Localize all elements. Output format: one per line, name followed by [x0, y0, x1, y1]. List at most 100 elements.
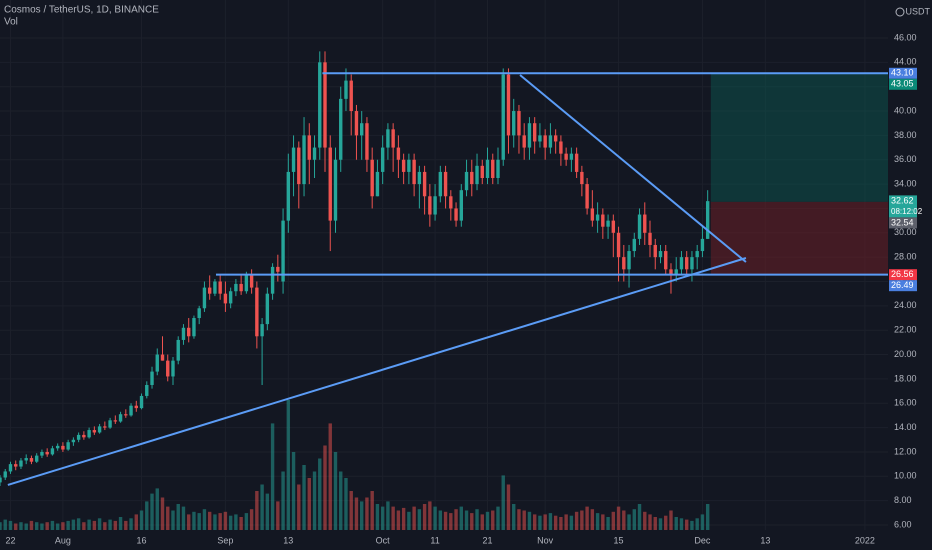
volume-bar	[674, 517, 678, 530]
candle-body	[29, 458, 34, 462]
volume-bar	[386, 501, 390, 530]
volume-bar	[160, 497, 165, 530]
candle-body	[611, 220, 616, 233]
volume-bar	[417, 509, 422, 530]
candle-body	[113, 420, 118, 422]
drawings	[7, 72, 888, 486]
candle-body	[422, 171, 427, 197]
candle-body	[129, 405, 133, 416]
volume-bar	[506, 484, 511, 530]
x-tick-label: Oct	[376, 535, 391, 545]
candle-body	[55, 445, 60, 449]
candle-body	[312, 147, 317, 160]
candle-body	[349, 80, 353, 112]
volume-bar	[150, 493, 154, 530]
y-tick-label: 20.00	[894, 349, 917, 359]
x-tick-label: 22	[5, 535, 15, 545]
time-axis	[0, 530, 932, 550]
candle-body	[664, 251, 668, 270]
volume-bar	[155, 488, 159, 530]
candle-body	[24, 458, 28, 461]
y-tick-label: 10.00	[894, 471, 917, 481]
volume-bar	[543, 514, 547, 530]
volume-bar	[454, 509, 458, 530]
candle-body	[569, 153, 574, 160]
volume-bar	[658, 518, 663, 530]
price-label-box	[889, 78, 917, 90]
candle-body	[674, 269, 678, 276]
candle-body	[506, 74, 511, 136]
x-tick-label: Sep	[217, 535, 233, 545]
volume-bar	[312, 471, 317, 530]
volume-bar	[695, 518, 699, 530]
candle-body	[249, 275, 254, 288]
y-tick-label: 44.00	[894, 57, 917, 67]
x-tick-label: Aug	[55, 535, 71, 545]
y-tick-label: 16.00	[894, 398, 917, 408]
y-tick-label: 28.00	[894, 252, 917, 262]
candle-body	[160, 354, 165, 361]
y-tick-label: 38.00	[894, 130, 917, 140]
volume-bar	[569, 515, 574, 530]
candle-body	[124, 414, 128, 416]
candle-body	[97, 426, 102, 433]
candle-body	[255, 287, 259, 337]
candle-body	[302, 135, 306, 185]
stop-zone	[710, 201, 888, 275]
candle-body	[14, 464, 18, 467]
volume-bar	[8, 520, 13, 530]
candle-body	[19, 460, 23, 467]
candle-body	[700, 238, 705, 252]
candle-body	[690, 257, 694, 270]
candle-body	[606, 220, 610, 227]
volume-bar	[166, 506, 170, 530]
volume-bar	[580, 510, 584, 530]
volume-bar	[307, 478, 311, 530]
volume-bar	[24, 523, 28, 530]
candle-body	[512, 111, 516, 136]
candle-body	[595, 214, 600, 221]
x-tick-label: 21	[483, 535, 493, 545]
candle-body	[622, 257, 626, 270]
volume-bar	[213, 514, 217, 530]
price-label: 26.49	[891, 280, 914, 290]
x-tick-label: 16	[137, 535, 147, 545]
volume-bar	[360, 501, 364, 530]
chart-title: Cosmos / TetherUS, 1D, BINANCE	[4, 5, 159, 16]
volume-bar	[29, 520, 34, 530]
volume-bar	[3, 519, 7, 530]
candle-body	[538, 135, 542, 142]
axis-labels: 6.00 8.00 10.00 12.00 14.00 16.00 18.00 20.00 22…	[5, 32, 922, 545]
candle-body	[297, 147, 301, 185]
price-label-box	[889, 195, 917, 218]
price-label: 32.62	[891, 195, 914, 205]
volume-bar	[302, 465, 306, 530]
candle-body	[679, 257, 684, 270]
candle-body	[548, 135, 553, 148]
candle-body	[470, 171, 474, 185]
candle-body	[50, 448, 55, 455]
candle-body	[360, 123, 364, 136]
candle-body	[590, 208, 595, 221]
candle-body	[496, 159, 500, 179]
currency-icon	[895, 7, 905, 17]
volume-bar	[705, 504, 710, 530]
volume-bar	[297, 484, 301, 530]
volume-bar	[171, 510, 175, 530]
candle-body	[454, 208, 458, 221]
candle-body	[66, 442, 70, 450]
candle-body	[580, 171, 584, 185]
candle-body	[365, 123, 369, 160]
candle-body	[339, 98, 343, 160]
volume-bar	[611, 511, 616, 530]
volume-bar	[55, 523, 60, 530]
volume-bar	[553, 515, 558, 530]
volume-bar	[396, 510, 401, 530]
volume-bar	[260, 484, 264, 530]
volume-bar	[464, 510, 469, 530]
volume-bar	[14, 523, 18, 530]
volume-bar	[512, 504, 516, 530]
candle-body	[412, 159, 416, 185]
volume-bar	[349, 491, 353, 530]
